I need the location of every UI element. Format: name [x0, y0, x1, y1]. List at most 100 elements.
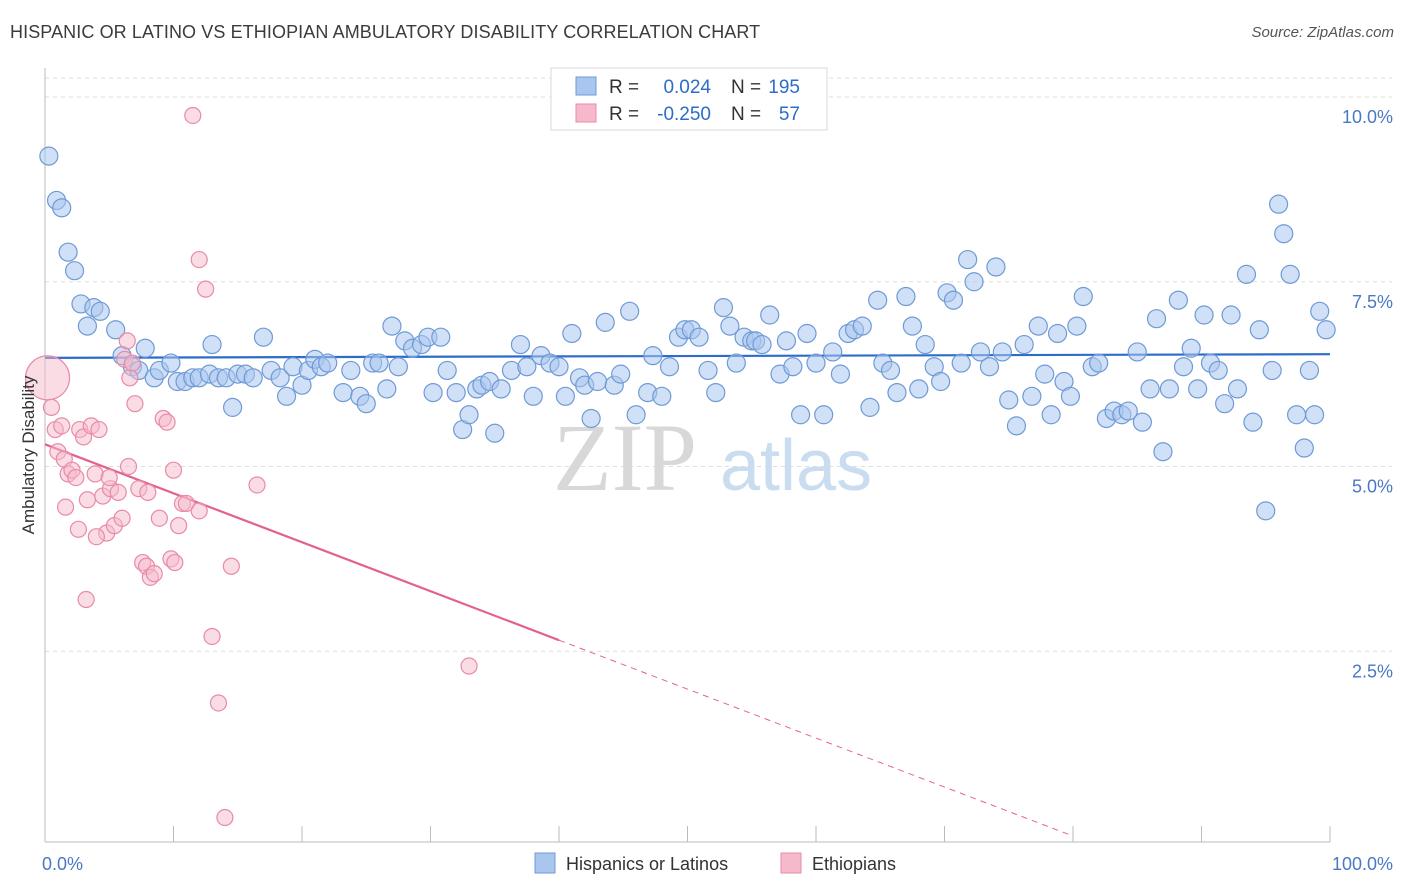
point-hispanics — [1035, 364, 1055, 384]
point-hispanics — [1073, 286, 1093, 307]
legend-r-value-2: -0.250 — [657, 104, 711, 125]
legend-n-label-1: N = — [731, 77, 761, 98]
point-ethiopians — [203, 627, 221, 646]
bottom-legend-swatch-blue — [534, 852, 556, 874]
point-hispanics — [1304, 405, 1325, 425]
point-hispanics — [626, 405, 646, 425]
point-ethiopians — [121, 369, 139, 387]
point-hispanics — [106, 320, 126, 340]
point-ethiopians — [118, 332, 136, 350]
trend-line-ethiopians — [44, 443, 560, 642]
bottom-legend-swatch-pink — [780, 852, 802, 874]
point-hispanics — [986, 257, 1006, 277]
point-hispanics — [1227, 379, 1248, 399]
point-ethiopians — [139, 483, 157, 501]
point-hispanics — [1047, 323, 1068, 344]
point-hispanics — [1118, 401, 1138, 421]
point-ethiopians — [197, 280, 215, 298]
point-hispanics — [887, 383, 907, 403]
point-hispanics — [992, 342, 1012, 362]
trend-line-ethiopians-extension — [558, 639, 1074, 837]
point-hispanics — [720, 316, 740, 336]
series-hispanics-points — [39, 146, 1336, 521]
point-hispanics — [341, 360, 361, 381]
point-ethiopians — [78, 491, 97, 509]
point-hispanics — [1022, 386, 1042, 406]
legend-r-label-2: R = — [609, 104, 639, 125]
point-hispanics — [1316, 320, 1336, 340]
legend-swatch-pink — [575, 103, 597, 123]
point-ethiopians — [87, 528, 106, 546]
point-hispanics — [485, 423, 505, 443]
point-hispanics — [382, 316, 402, 336]
point-hispanics — [713, 298, 734, 318]
point-ethiopians — [145, 565, 163, 583]
point-hispanics — [1310, 301, 1330, 321]
point-hispanics — [970, 342, 991, 362]
point-hispanics — [652, 386, 672, 406]
point-hispanics — [814, 405, 834, 425]
point-hispanics — [1274, 224, 1294, 244]
point-ethiopians — [67, 468, 85, 487]
point-hispanics — [377, 379, 397, 399]
point-hispanics — [790, 405, 811, 425]
point-hispanics — [797, 323, 817, 344]
legend-n-value-1: 195 — [768, 77, 800, 98]
point-hispanics — [1181, 338, 1201, 358]
top-legend: R = 0.024 N = 195 R = -0.250 N = 57 — [550, 67, 828, 131]
point-ethiopians — [158, 413, 176, 431]
point-hispanics — [423, 383, 443, 403]
point-hispanics — [555, 386, 576, 406]
point-hispanics — [1294, 438, 1314, 458]
point-hispanics — [161, 353, 181, 373]
point-hispanics — [1215, 394, 1235, 414]
point-hispanics — [689, 327, 709, 347]
point-ethiopians — [150, 509, 168, 527]
point-hispanics — [1067, 316, 1087, 336]
point-ethiopians — [248, 476, 266, 494]
point-hispanics — [931, 371, 951, 392]
point-hispanics — [760, 305, 780, 325]
point-hispanics — [52, 198, 72, 218]
point-hispanics — [595, 312, 615, 332]
point-hispanics — [1153, 442, 1173, 462]
point-hispanics — [1060, 386, 1081, 406]
source-label: Source: ZipAtlas.com — [1251, 24, 1394, 41]
y-tick-label: 2.5% — [1352, 661, 1393, 681]
point-ethiopians — [42, 398, 61, 416]
point-hispanics — [223, 397, 243, 417]
tick-labels: 2.5% 5.0% 7.5% 10.0% 0.0% 100.0% — [42, 107, 1393, 874]
point-hispanics — [202, 334, 222, 355]
point-hispanics — [517, 357, 537, 377]
legend-swatch-blue — [575, 76, 597, 96]
point-hispanics — [437, 360, 457, 381]
legend-n-value-2: 57 — [779, 104, 800, 125]
point-hispanics — [1286, 405, 1307, 425]
point-hispanics — [243, 368, 263, 388]
point-hispanics — [356, 394, 376, 414]
point-hispanics — [90, 301, 110, 321]
trend-lines — [44, 353, 1331, 837]
point-hispanics — [581, 408, 601, 429]
axes — [44, 68, 1331, 843]
point-hispanics — [1041, 405, 1061, 425]
point-hispanics — [459, 405, 479, 425]
point-hispanics — [64, 261, 85, 281]
point-hispanics — [698, 360, 718, 381]
point-hispanics — [611, 364, 631, 384]
point-hispanics — [999, 390, 1019, 410]
point-ethiopians — [209, 694, 228, 712]
point-hispanics — [1159, 379, 1179, 399]
point-hispanics — [806, 353, 826, 373]
point-hispanics — [333, 383, 353, 403]
chart-title: HISPANIC OR LATINO VS ETHIOPIAN AMBULATO… — [10, 22, 761, 42]
point-hispanics — [276, 386, 297, 406]
legend-r-value-1: 0.024 — [663, 77, 711, 98]
point-hispanics — [896, 286, 916, 307]
point-hispanics — [909, 379, 929, 399]
point-hispanics — [369, 353, 389, 373]
point-hispanics — [388, 357, 408, 377]
point-ethiopians — [190, 250, 208, 269]
point-hispanics — [1256, 501, 1276, 521]
